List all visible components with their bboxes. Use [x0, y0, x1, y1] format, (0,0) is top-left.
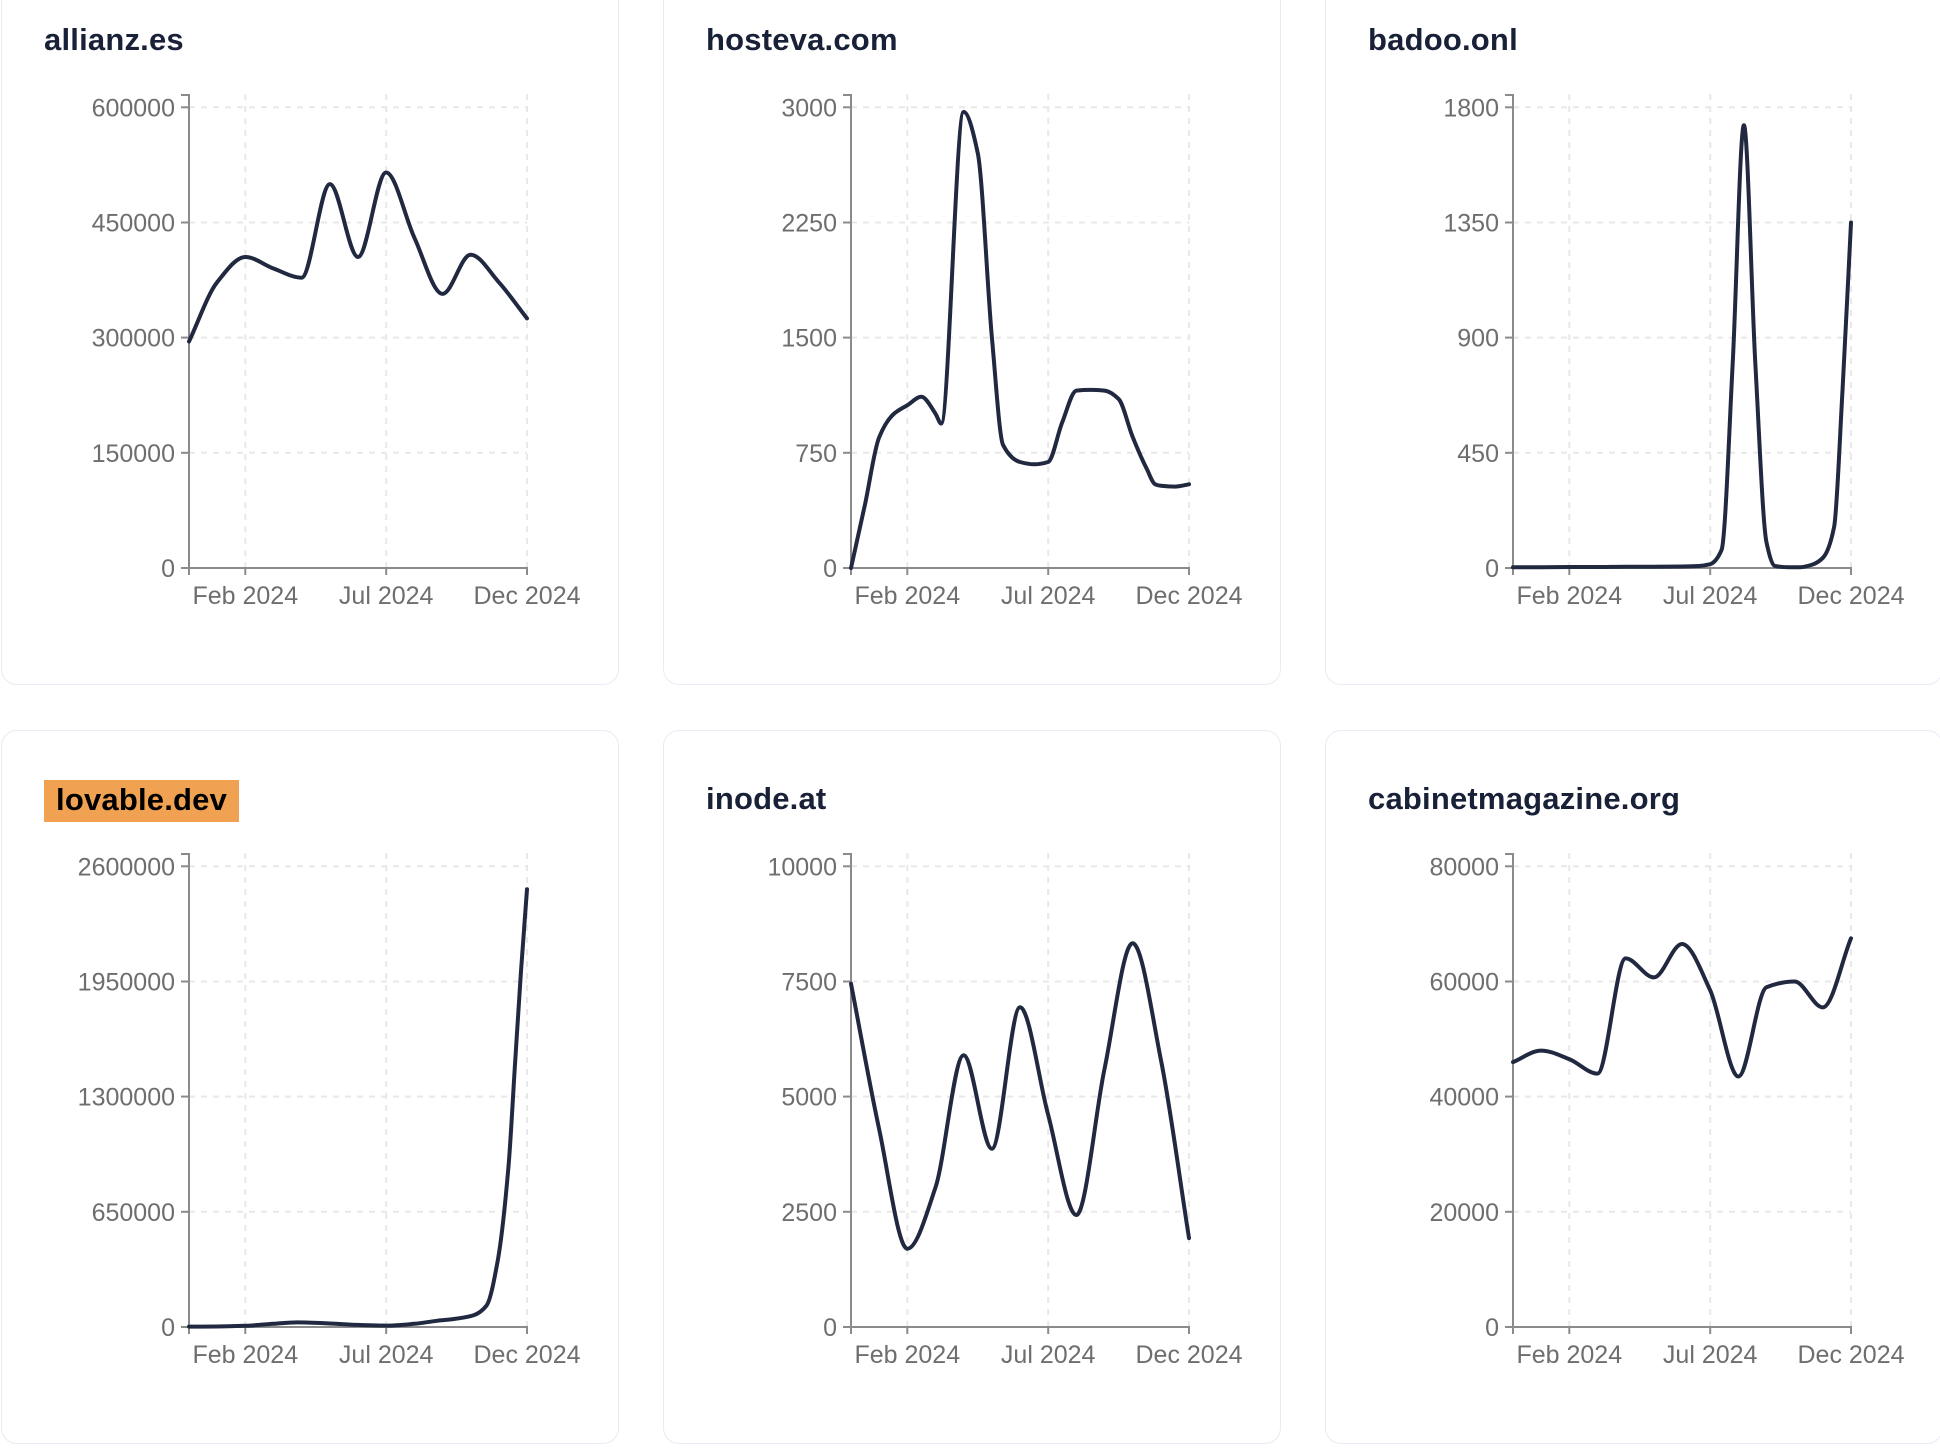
- x-axis: [850, 567, 1190, 575]
- series-line: [1511, 123, 1853, 570]
- chart-title: inode.at: [706, 780, 826, 818]
- x-tick-label: Jul 2024: [1001, 582, 1096, 610]
- x-axis: [188, 1326, 528, 1334]
- chart-card-cabinetmagazine: cabinetmagazine.org 0 20000 40000 60000 8000…: [1325, 730, 1940, 1444]
- x-tick-label: Dec 2024: [473, 582, 580, 610]
- series-line: [849, 109, 1191, 570]
- series-line: [849, 941, 1191, 1251]
- y-axis: [843, 853, 852, 1327]
- x-tick-label: Feb 2024: [854, 582, 960, 610]
- y-tick-label: 900: [1457, 325, 1499, 353]
- x-tick-label: Feb 2024: [854, 1341, 960, 1369]
- line-chart: 0 2500 5000 7500 10000 Feb 2024 Jul 2024 Dec 20…: [767, 853, 1243, 1369]
- x-tick-label: Jul 2024: [1001, 1341, 1096, 1369]
- y-tick-label: 0: [823, 1314, 837, 1342]
- y-tick-label: 3000: [781, 94, 837, 122]
- chart-card-inode: inode.at 0 2500 5000 7500 10000 Feb 2024 Jul 2…: [663, 730, 1281, 1444]
- x-axis: [1512, 1326, 1852, 1334]
- y-tick-label: 2500: [781, 1199, 837, 1227]
- y-tick-label: 20000: [1429, 1199, 1499, 1227]
- y-tick-label: 1500: [781, 325, 837, 353]
- x-tick-label: Dec 2024: [473, 1341, 580, 1369]
- x-tick-label: Jul 2024: [1663, 1341, 1758, 1369]
- line-chart: 0 450 900 1350 1800 Feb 2024 Jul 2024 Dec 2024: [1443, 94, 1905, 610]
- y-axis: [843, 94, 852, 568]
- y-tick-label: 1300000: [78, 1084, 175, 1112]
- y-tick-label: 0: [823, 555, 837, 583]
- x-tick-label: Feb 2024: [192, 582, 298, 610]
- chart-title: badoo.onl: [1368, 21, 1518, 59]
- y-tick-label: 0: [1485, 1314, 1499, 1342]
- y-tick-label: 1800: [1443, 94, 1499, 122]
- x-tick-label: Jul 2024: [1663, 582, 1758, 610]
- chart-title: cabinetmagazine.org: [1368, 780, 1680, 818]
- chart-title: allianz.es: [44, 21, 184, 59]
- y-axis: [1505, 94, 1514, 568]
- chart-card-lovable: lovable.dev 0 650000 1300000 1950000 2600000…: [1, 730, 619, 1444]
- y-tick-label: 0: [161, 1314, 175, 1342]
- y-tick-label: 60000: [1429, 969, 1499, 997]
- chart-title: lovable.dev: [44, 780, 240, 822]
- y-tick-label: 80000: [1429, 853, 1499, 881]
- y-axis: [181, 853, 190, 1327]
- y-tick-label: 300000: [92, 325, 175, 353]
- series-line: [1511, 936, 1853, 1079]
- x-tick-label: Feb 2024: [1516, 1341, 1622, 1369]
- line-chart: 0 750 1500 2250 3000 Feb 2024 Jul 2024 Dec 2024: [781, 94, 1243, 610]
- y-tick-label: 2250: [781, 210, 837, 238]
- x-tick-label: Dec 2024: [1135, 1341, 1242, 1369]
- chart-title: hosteva.com: [706, 21, 898, 59]
- y-tick-label: 1350: [1443, 210, 1499, 238]
- y-tick-label: 7500: [781, 969, 837, 997]
- chart-card-badoo: badoo.onl 0 450 900 1350 1800 Feb 2024 Jul 202…: [1325, 0, 1940, 685]
- domain-label: hosteva.com: [706, 22, 898, 57]
- y-tick-label: 450000: [92, 210, 175, 238]
- y-axis: [1505, 853, 1514, 1327]
- y-tick-label: 40000: [1429, 1084, 1499, 1112]
- y-tick-label: 650000: [92, 1199, 175, 1227]
- y-tick-label: 150000: [92, 440, 175, 468]
- x-tick-label: Dec 2024: [1797, 1341, 1904, 1369]
- line-chart: 0 150000 300000 450000 600000 Feb 2024 Jul 202…: [92, 94, 581, 610]
- y-tick-label: 0: [161, 555, 175, 583]
- series-line: [187, 887, 529, 1329]
- y-tick-label: 1950000: [78, 969, 175, 997]
- line-chart: 0 650000 1300000 1950000 2600000 Feb 2024 Jul …: [78, 853, 581, 1369]
- y-tick-label: 750: [795, 440, 837, 468]
- chart-card-allianz: allianz.es 0 150000 300000 450000 600000 Feb …: [1, 0, 619, 685]
- x-tick-label: Dec 2024: [1797, 582, 1904, 610]
- domain-label: cabinetmagazine.org: [1368, 781, 1681, 816]
- y-tick-label: 450: [1457, 440, 1499, 468]
- x-axis: [188, 567, 528, 575]
- line-chart: 0 20000 40000 60000 80000 Feb 2024 Jul 2024 Dec…: [1429, 853, 1905, 1369]
- domain-label-highlighted: lovable.dev: [44, 780, 240, 822]
- y-tick-label: 5000: [781, 1084, 837, 1112]
- x-tick-label: Jul 2024: [339, 1341, 434, 1369]
- y-tick-label: 10000: [767, 853, 837, 881]
- x-axis: [850, 1326, 1190, 1334]
- x-tick-label: Dec 2024: [1135, 582, 1242, 610]
- y-tick-label: 600000: [92, 94, 175, 122]
- chart-card-hosteva: hosteva.com 0 750 1500 2250 3000 Feb 2024 Jul …: [663, 0, 1281, 685]
- y-axis: [181, 94, 190, 568]
- domain-label: inode.at: [706, 781, 827, 816]
- y-tick-label: 2600000: [78, 853, 175, 881]
- x-tick-label: Feb 2024: [1516, 582, 1622, 610]
- x-tick-label: Jul 2024: [339, 582, 434, 610]
- x-tick-label: Feb 2024: [192, 1341, 298, 1369]
- domain-label: allianz.es: [44, 22, 184, 57]
- domain-label: badoo.onl: [1368, 22, 1518, 57]
- series-line: [187, 170, 529, 344]
- y-tick-label: 0: [1485, 555, 1499, 583]
